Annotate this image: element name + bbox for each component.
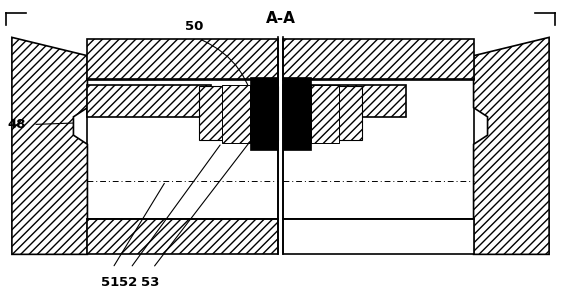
Text: 48: 48 xyxy=(7,118,26,131)
Bar xyxy=(283,39,473,80)
Bar xyxy=(283,79,473,219)
Bar xyxy=(283,85,406,117)
Bar xyxy=(283,219,473,255)
Bar xyxy=(88,79,278,219)
Text: 50: 50 xyxy=(185,20,203,33)
Text: 51: 51 xyxy=(100,276,119,289)
Bar xyxy=(311,85,339,143)
Bar xyxy=(199,86,278,140)
Polygon shape xyxy=(12,37,88,255)
Polygon shape xyxy=(473,37,549,255)
Bar xyxy=(88,85,210,117)
Text: A-A: A-A xyxy=(265,11,296,26)
Text: 52: 52 xyxy=(119,276,137,289)
Text: 53: 53 xyxy=(141,276,160,289)
Bar xyxy=(88,219,278,255)
Bar xyxy=(283,77,311,150)
Bar xyxy=(283,86,362,140)
Bar xyxy=(222,85,250,143)
Bar xyxy=(250,77,278,150)
Bar xyxy=(88,39,278,80)
